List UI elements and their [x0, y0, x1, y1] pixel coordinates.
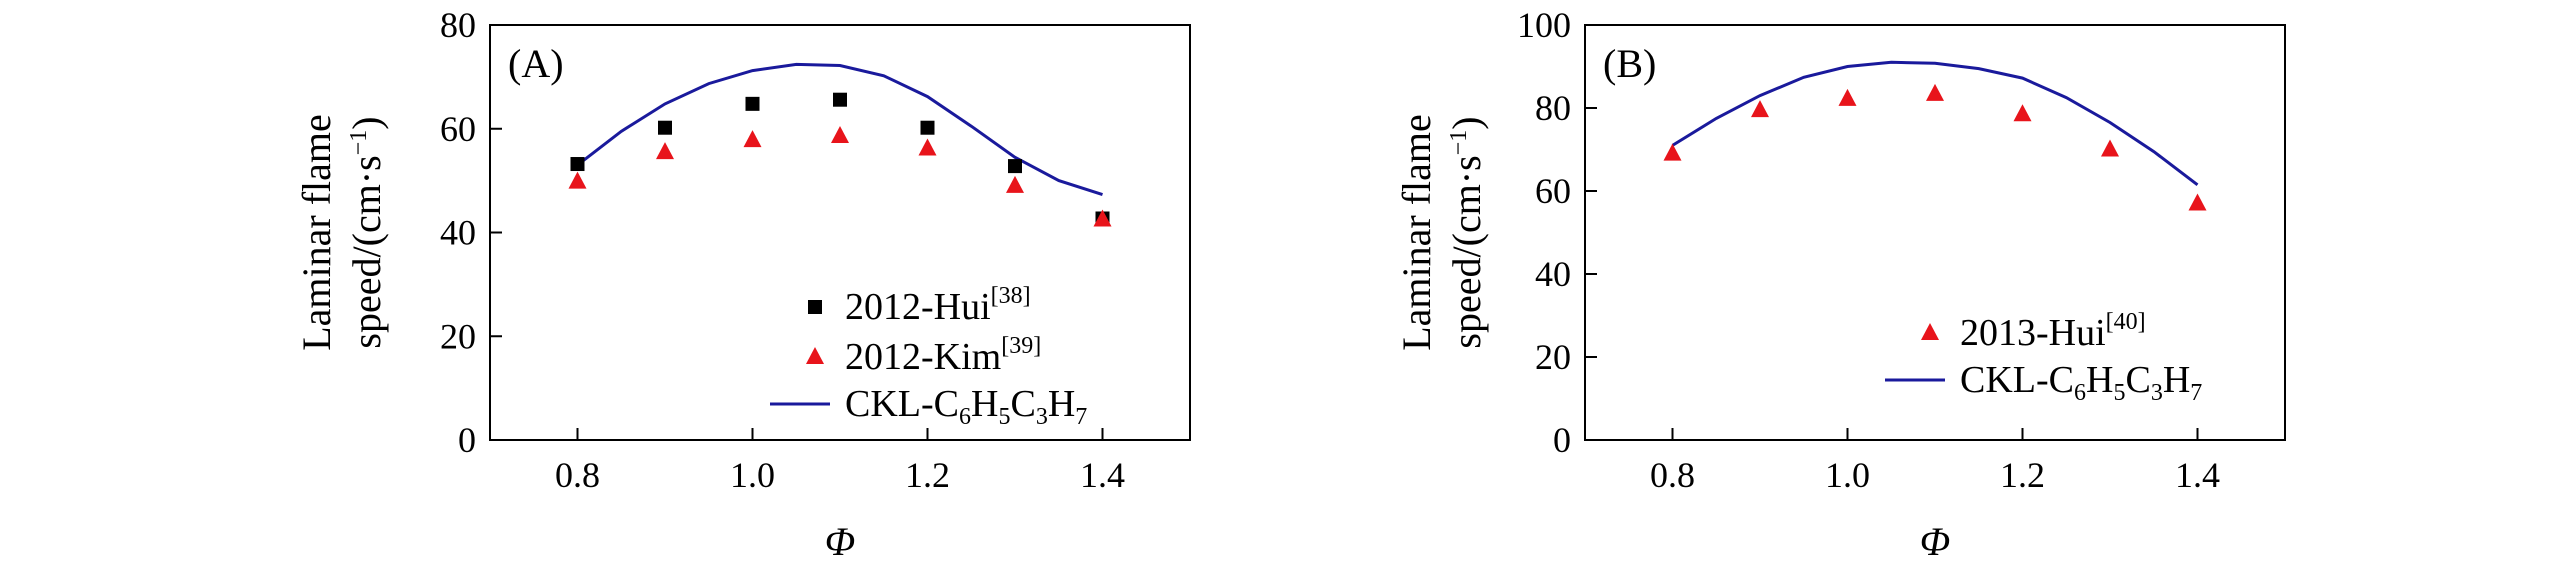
x-tick-label: 1.0 [730, 455, 775, 495]
data-point-triangle [1751, 100, 1769, 118]
y-tick-label: 80 [440, 5, 476, 45]
panel-label: (A) [508, 41, 564, 86]
y-tick-label: 0 [1553, 420, 1571, 460]
data-point-square [920, 120, 935, 135]
x-tick-label: 0.8 [1650, 455, 1695, 495]
plot-frame [489, 24, 1191, 441]
y-axis-label: Laminar flame speed/(cm·s−1) [294, 114, 389, 351]
series-line-ckl [576, 62, 1103, 197]
legend-label: CKL-C6H5C3H7 [845, 383, 1087, 430]
y-axis-label: Laminar flame speed/(cm·s−1) [1394, 114, 1489, 351]
x-tick-label: 0.8 [555, 455, 600, 495]
data-point-triangle [1926, 83, 1944, 101]
plot-frame [1584, 24, 2286, 441]
data-point-triangle [1663, 143, 1682, 161]
y-tick-label: 60 [440, 109, 476, 149]
x-tick-label: 1.4 [1080, 455, 1125, 495]
x-tick-label: 1.2 [2000, 455, 2045, 495]
y-tick-label: 80 [1535, 88, 1571, 128]
y-tick-label: 100 [1517, 5, 1571, 45]
y-tick-label: 60 [1535, 171, 1571, 211]
data-point-triangle [2101, 139, 2119, 157]
y-tick-label: 20 [1535, 337, 1571, 377]
legend-marker-square [808, 300, 822, 314]
data-point-square [658, 120, 672, 135]
x-tick-label: 1.4 [2175, 455, 2220, 495]
y-tick-label: 20 [440, 316, 476, 356]
legend-label: CKL-C6H5C3H7 [1960, 359, 2202, 406]
chart-panel-b: 0 20 40 60 80 100 0.8 1.0 1.2 1.4 Φ Laminar flame sp… [1394, 5, 2286, 564]
legend-label: 2013-Hui[40] [1960, 309, 2146, 354]
data-point-triangle [2188, 193, 2207, 211]
panel-label: (B) [1603, 41, 1656, 86]
data-point-square [570, 157, 585, 172]
legend-marker-triangle [806, 347, 824, 364]
y-tick-label: 40 [440, 213, 476, 253]
data-point-triangle [656, 142, 674, 160]
legend-marker-triangle [1921, 323, 1939, 340]
data-point-triangle [743, 130, 762, 148]
data-point-triangle [918, 138, 937, 156]
data-point-triangle [1006, 175, 1024, 193]
x-axis-label: Φ [1920, 519, 1950, 564]
y-tick-label: 0 [458, 420, 476, 460]
x-tick-label: 1.2 [905, 455, 950, 495]
data-point-square [745, 96, 760, 111]
legend-label: 2012-Hui[38] [845, 283, 1031, 328]
data-point-triangle [568, 171, 587, 189]
data-point-triangle [2013, 104, 2032, 122]
legend-label: 2012-Kim[39] [845, 333, 1041, 378]
data-point-triangle [831, 126, 849, 144]
y-tick-label: 40 [1535, 254, 1571, 294]
data-point-square [1008, 159, 1022, 174]
x-tick-label: 1.0 [1825, 455, 1870, 495]
data-point-triangle [1093, 209, 1112, 227]
series-line-ckl [1671, 60, 2199, 186]
data-point-triangle [1838, 88, 1857, 106]
data-point-square [833, 92, 847, 107]
x-axis-label: Φ [825, 519, 855, 564]
chart-panel-a: 0 20 40 60 80 0.8 1.0 1.2 1.4 Φ Laminar flame speed… [294, 5, 1191, 564]
